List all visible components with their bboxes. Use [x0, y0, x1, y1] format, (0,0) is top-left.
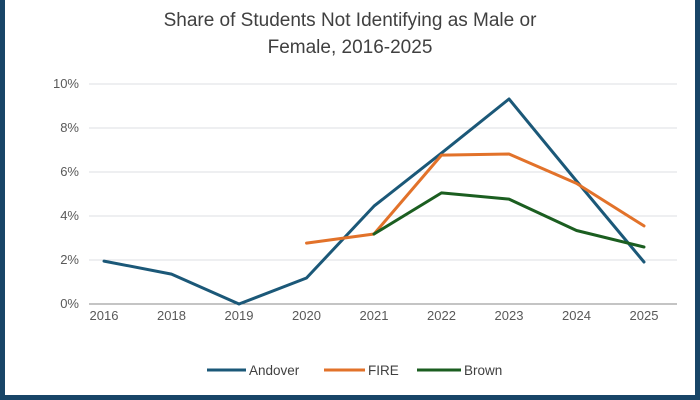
- svg-text:2%: 2%: [60, 252, 79, 267]
- svg-text:Brown: Brown: [464, 363, 502, 378]
- svg-text:8%: 8%: [60, 120, 79, 135]
- svg-text:2023: 2023: [495, 308, 524, 323]
- svg-text:2021: 2021: [360, 308, 389, 323]
- svg-text:FIRE: FIRE: [368, 363, 399, 378]
- svg-text:4%: 4%: [60, 208, 79, 223]
- svg-text:Andover: Andover: [249, 363, 300, 378]
- svg-text:6%: 6%: [60, 164, 79, 179]
- svg-text:2016: 2016: [90, 308, 119, 323]
- svg-text:2020: 2020: [292, 308, 321, 323]
- svg-text:2025: 2025: [630, 308, 659, 323]
- svg-text:2019: 2019: [225, 308, 254, 323]
- svg-text:10%: 10%: [53, 76, 79, 91]
- svg-text:2018: 2018: [157, 308, 186, 323]
- svg-text:2024: 2024: [562, 308, 591, 323]
- svg-text:0%: 0%: [60, 296, 79, 311]
- svg-text:2022: 2022: [427, 308, 456, 323]
